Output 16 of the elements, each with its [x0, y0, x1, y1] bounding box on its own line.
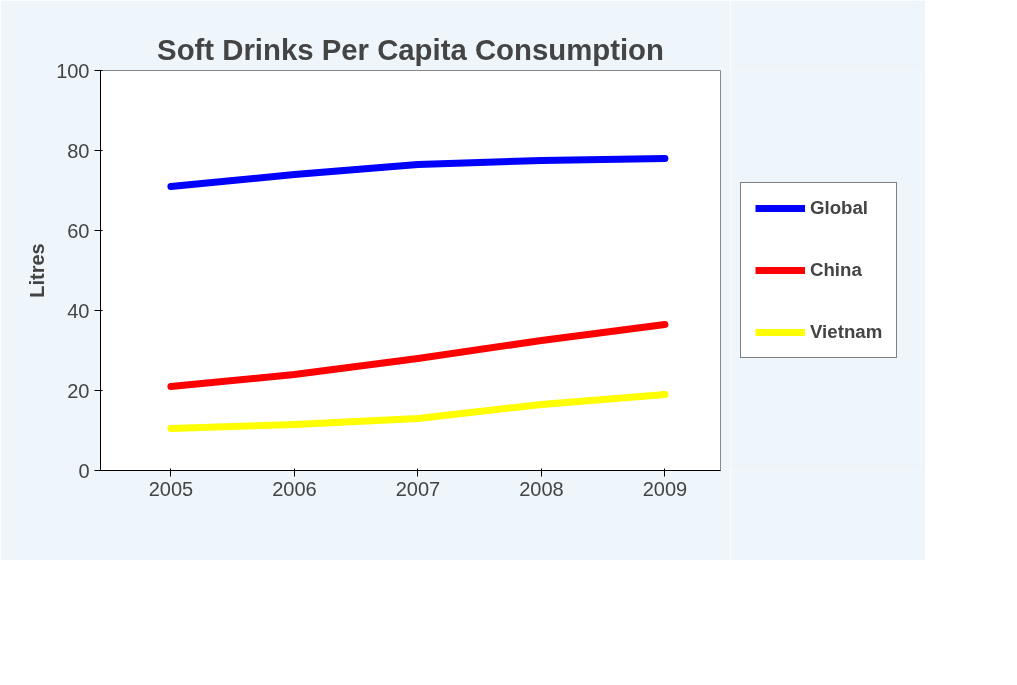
legend-label: Global	[810, 197, 869, 219]
x-tick-label: 2005	[148, 477, 194, 500]
y-tick-label: 80	[67, 139, 90, 162]
y-tick-label: 20	[67, 379, 90, 402]
x-tick-label: 2008	[519, 477, 564, 500]
x-tick-label: 2006	[272, 477, 317, 500]
y-axis-title: Litres	[26, 243, 49, 298]
y-tick-label: 100	[56, 59, 90, 82]
chart-title: Soft Drinks Per Capita Consumption	[157, 32, 664, 66]
x-tick-label: 2007	[395, 477, 441, 500]
y-tick-label: 40	[67, 299, 90, 322]
legend-label: Vietnam	[810, 321, 883, 343]
legend-label: China	[810, 259, 862, 281]
y-tick-label: 60	[67, 219, 90, 242]
y-tick-label: 0	[78, 459, 90, 482]
x-tick-label: 2009	[642, 477, 688, 500]
